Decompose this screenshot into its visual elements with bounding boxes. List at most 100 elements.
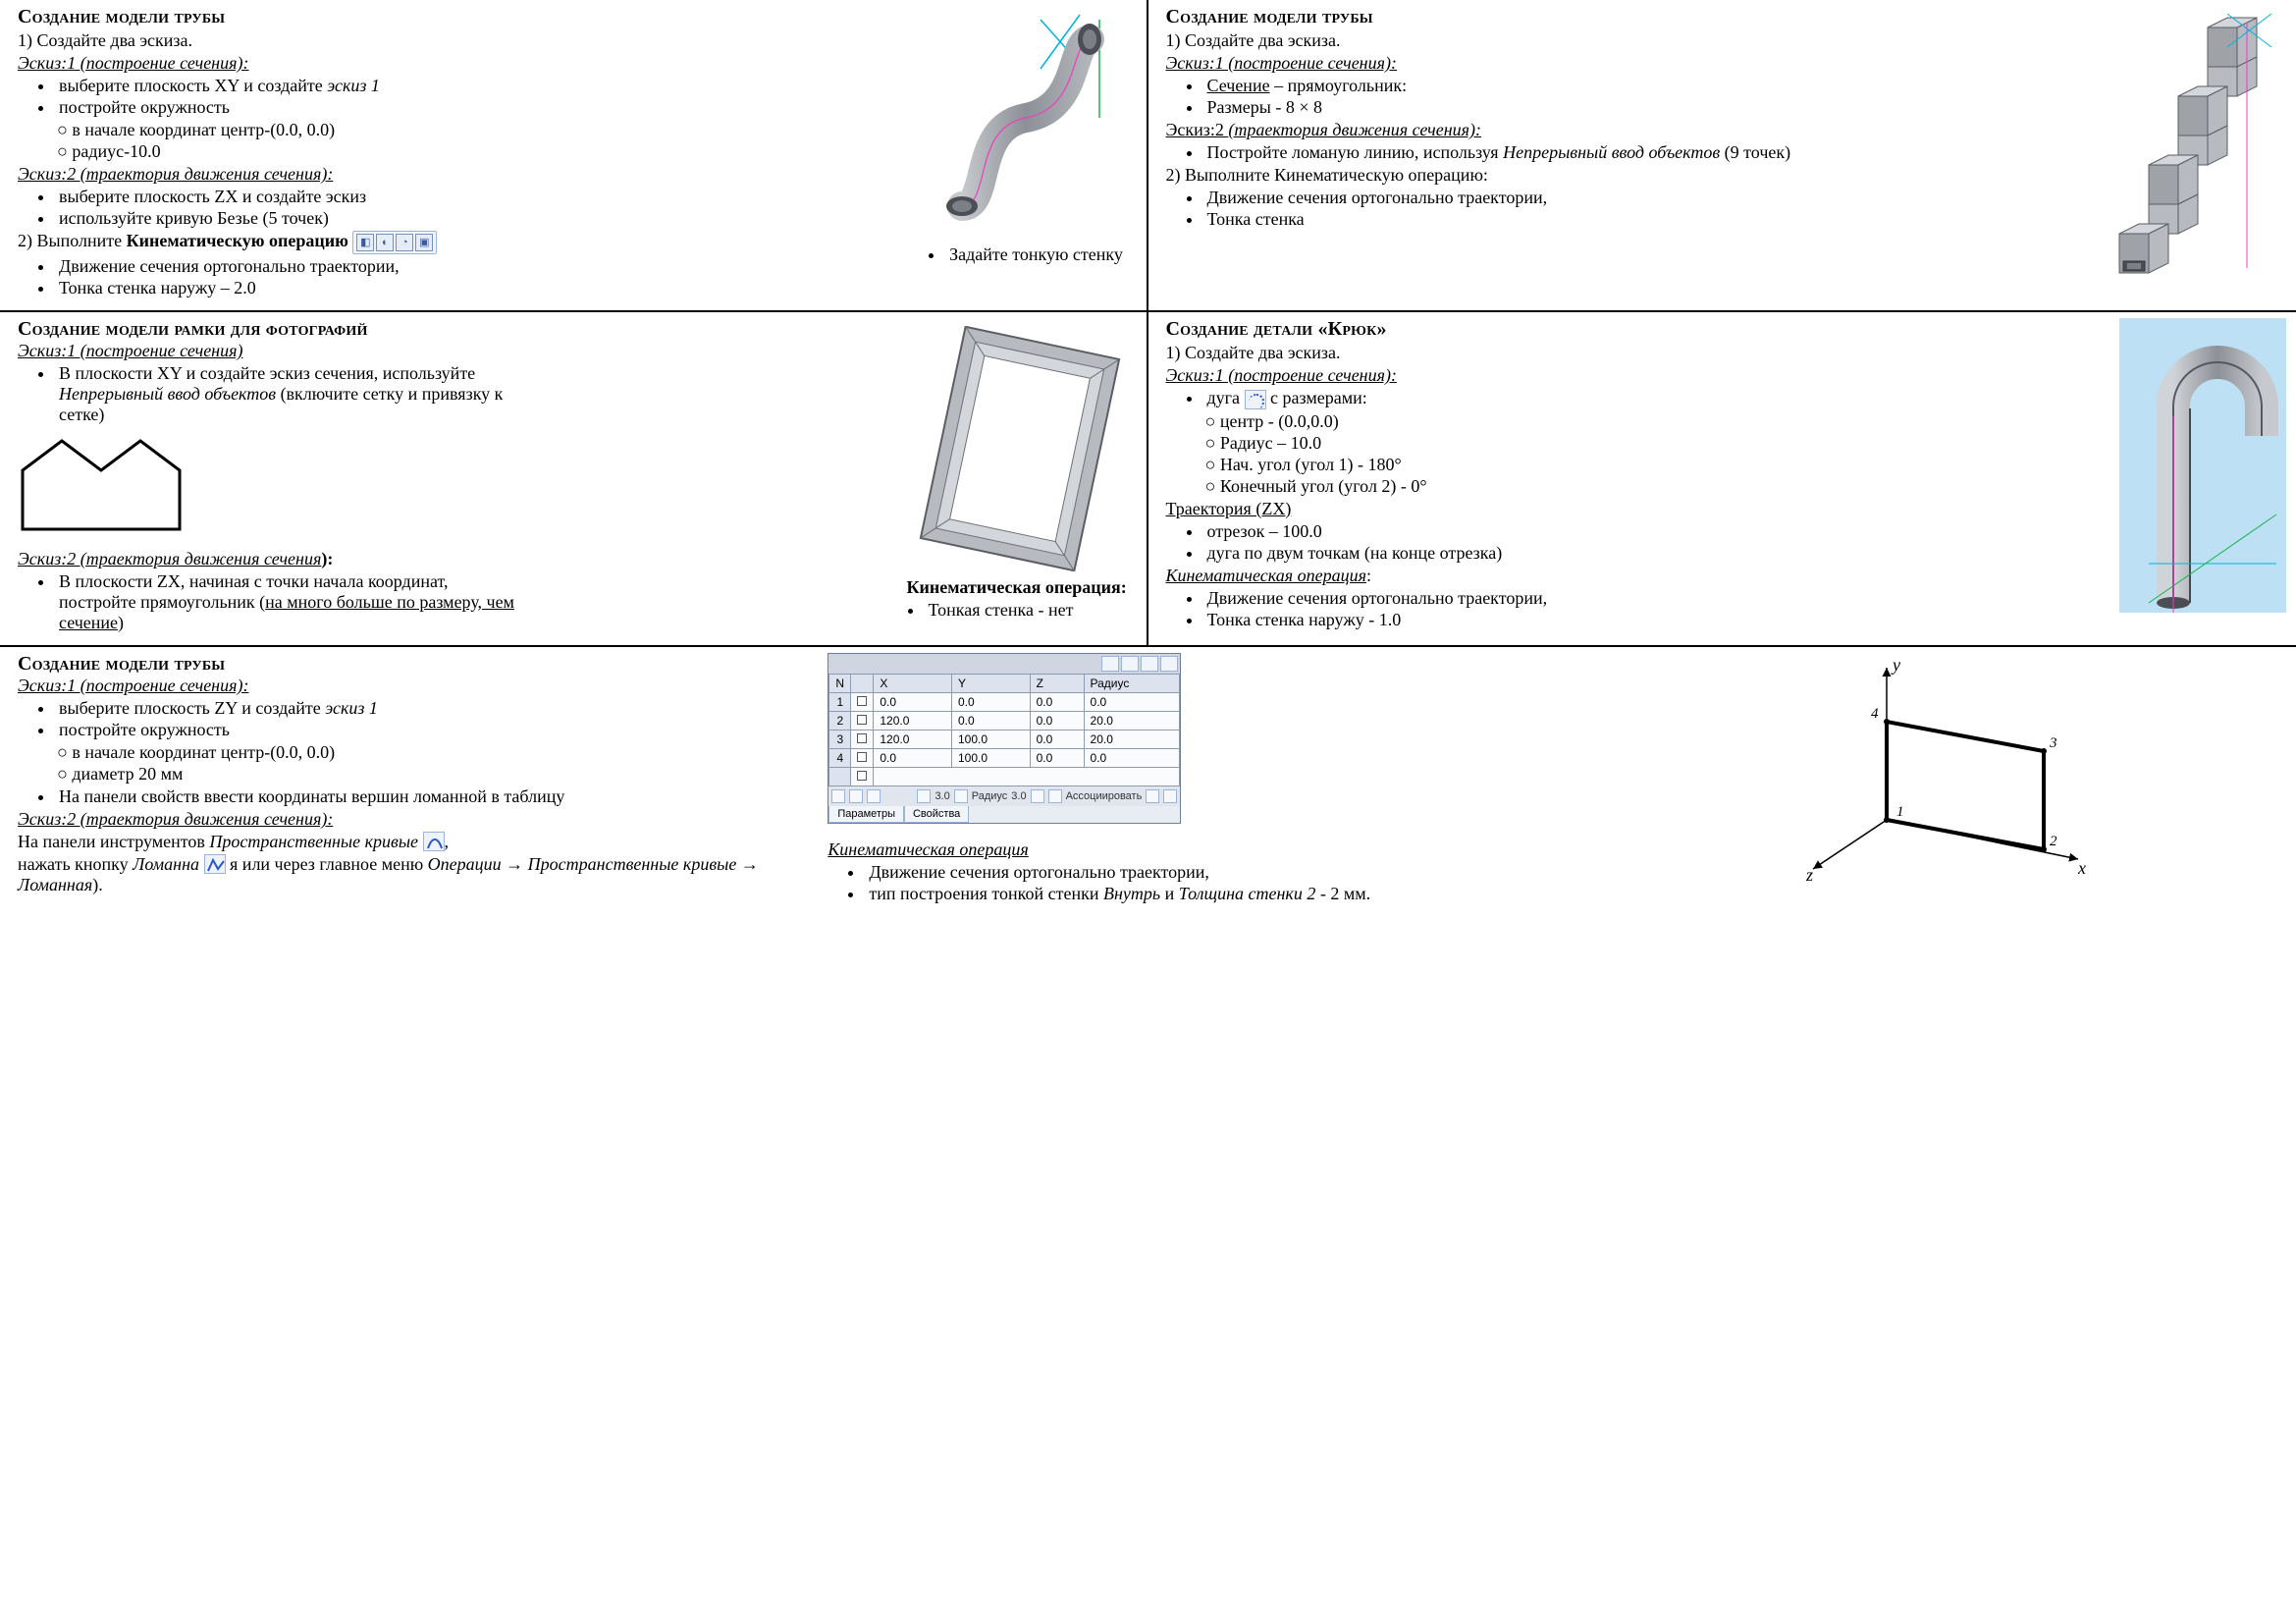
stepped-duct-svg: [2090, 8, 2286, 283]
cell: 100.0: [951, 749, 1030, 768]
b: На панели свойств ввести координаты верш…: [55, 786, 818, 807]
cell: 0.0: [1030, 731, 1084, 749]
cell: [851, 749, 874, 768]
arc-icon: [1245, 390, 1266, 409]
table-row: 2120.00.00.020.0: [829, 712, 1180, 731]
sketch1-bullets: В плоскости XY и создайте эскиз сечения,…: [55, 363, 507, 425]
fig-caption: Задайте тонкую стенку: [945, 244, 1123, 266]
pipe-bezier-svg: [933, 10, 1119, 236]
figure-frame: Кинематическая операция: Тонкая стенка -…: [907, 326, 1133, 623]
c: Тонкая стенка - нет: [925, 600, 1127, 621]
step1: 1) Создайте два эскиза.: [1166, 343, 2279, 363]
c: Задайте тонкую стенку: [945, 244, 1123, 265]
status-icon: [954, 789, 968, 803]
col-header: Радиус: [1084, 675, 1180, 693]
cell: 20.0: [1084, 731, 1180, 749]
cell: [851, 693, 874, 712]
cell-frame: Создание модели рамки для фотографий Эск…: [0, 310, 1148, 645]
panel-icon: [1101, 656, 1119, 672]
left-col: Создание модели трубы Эскиз:1 (построени…: [18, 653, 818, 906]
cell-stepped-duct: Создание модели трубы 1) Создайте два эс…: [1148, 0, 2296, 310]
para1: На панели инструментов Пространственные …: [18, 832, 818, 852]
c: Конечный угол (угол 2) - 0°: [1205, 476, 2279, 497]
c: в начале координат центр-(0.0, 0.0): [57, 742, 818, 763]
b: тип построения тонкой стенки Внутрь и То…: [865, 884, 1473, 904]
fig-cap-list: Тонкая стенка - нет: [925, 600, 1127, 621]
kin-bullets: Движение сечения ортогонально траектории…: [865, 862, 1473, 904]
cell-pipe-bezier: Создание модели трубы 1) Создайте два эс…: [0, 0, 1148, 310]
panel-icon: [1141, 656, 1158, 672]
col-header: Z: [1030, 675, 1084, 693]
status-text: 3.0: [934, 790, 949, 802]
b: В плоскости ZX, начиная с точки начала к…: [55, 571, 526, 633]
cell: 0.0: [1084, 693, 1180, 712]
panel-tabs: Параметры Свойства: [828, 806, 1180, 823]
sketch1-label: Эскиз:1 (построение сечения):: [18, 676, 818, 696]
panel-top-icons: [828, 654, 1180, 674]
axes-sketch-svg: y x z 1 2 3 4: [1798, 653, 2093, 889]
b: дуга с размерами:: [1203, 388, 2279, 409]
axis-y: y: [1891, 655, 1900, 675]
cell: 120.0: [874, 712, 952, 731]
status-icon: [1163, 789, 1177, 803]
page-grid: Создание модели трубы 1) Создайте два эс…: [0, 0, 2296, 916]
middle-col: NXYZРадиус 10.00.00.00.02120.00.00.020.0…: [828, 653, 1788, 906]
table-row: 10.00.00.00.0: [829, 693, 1180, 712]
op-icon: ◔: [396, 234, 413, 251]
op-icon: ▣: [415, 234, 433, 251]
b: Движение сечения ортогонально траектории…: [1203, 588, 2279, 609]
status-icon: [1146, 789, 1159, 803]
cell: 2: [829, 712, 851, 731]
status-icon: [917, 789, 931, 803]
c: центр - (0.0,0.0): [1205, 411, 2279, 432]
axis-x: x: [2077, 858, 2086, 878]
op-icon: ◐: [376, 234, 394, 251]
spatial-curves-icon: [423, 832, 445, 851]
cell: 3: [829, 731, 851, 749]
cell: 20.0: [1084, 712, 1180, 731]
col-header: [851, 675, 874, 693]
cell: [851, 712, 874, 731]
panel-icon: [1121, 656, 1139, 672]
arc-sub: центр - (0.0,0.0) Радиус – 10.0 Нач. уго…: [1205, 411, 2279, 497]
table-row: 3120.0100.00.020.0: [829, 731, 1180, 749]
cell: 1: [829, 693, 851, 712]
traj-bullets: отрезок – 100.0 дуга по двум точкам (на …: [1203, 521, 2279, 564]
profile-sketch-svg: [18, 431, 234, 539]
sk1-extra: На панели свойств ввести координаты верш…: [55, 786, 818, 807]
sketch1-label: Эскиз:1 (построение сечения):: [1166, 365, 2279, 386]
cell: 4: [829, 749, 851, 768]
kin-bullets: Движение сечения ортогонально траектории…: [1203, 588, 2279, 630]
figure-pipe-bezier: Задайте тонкую стенку: [923, 10, 1129, 268]
frame-svg: [917, 326, 1123, 571]
cell: 0.0: [874, 749, 952, 768]
coord-table: NXYZРадиус 10.00.00.00.02120.00.00.020.0…: [828, 674, 1180, 786]
status-icon: [1048, 789, 1062, 803]
kinematic-icon-strip: ◧ ◐ ◔ ▣: [352, 231, 437, 254]
status-icon: [831, 789, 845, 803]
table-row: 40.0100.00.00.0: [829, 749, 1180, 768]
panel-tab: Параметры: [828, 806, 904, 823]
panel-status: 3.0 Радиус 3.0 Ассоциировать: [828, 786, 1180, 806]
svg-text:4: 4: [1871, 706, 1879, 722]
status-icon: [849, 789, 863, 803]
cell: 0.0: [951, 712, 1030, 731]
para2: нажать кнопку Ломанна я или через главно…: [18, 854, 818, 895]
c: диаметр 20 мм: [57, 764, 818, 785]
status-icon: [1031, 789, 1044, 803]
hook-svg: [2119, 318, 2286, 613]
cell: 0.0: [874, 693, 952, 712]
c: Радиус – 10.0: [1205, 433, 2279, 454]
sketch2-label: Эскиз:2 (траектория движения сечения):: [18, 809, 818, 830]
panel-icon: [1160, 656, 1178, 672]
cell: 0.0: [1030, 749, 1084, 768]
op-icon: ◧: [356, 234, 374, 251]
heading: Создание модели трубы: [18, 653, 818, 676]
sketch2-bullets: В плоскости ZX, начиная с точки начала к…: [55, 571, 526, 633]
status-text: Ассоциировать: [1066, 790, 1143, 802]
cell: 0.0: [1030, 693, 1084, 712]
axis-z: z: [1805, 865, 1813, 885]
figure-hook: [2119, 318, 2286, 613]
cell-spatial-polyline: Создание модели трубы Эскиз:1 (построени…: [0, 645, 2296, 916]
b: В плоскости XY и создайте эскиз сечения,…: [55, 363, 507, 425]
